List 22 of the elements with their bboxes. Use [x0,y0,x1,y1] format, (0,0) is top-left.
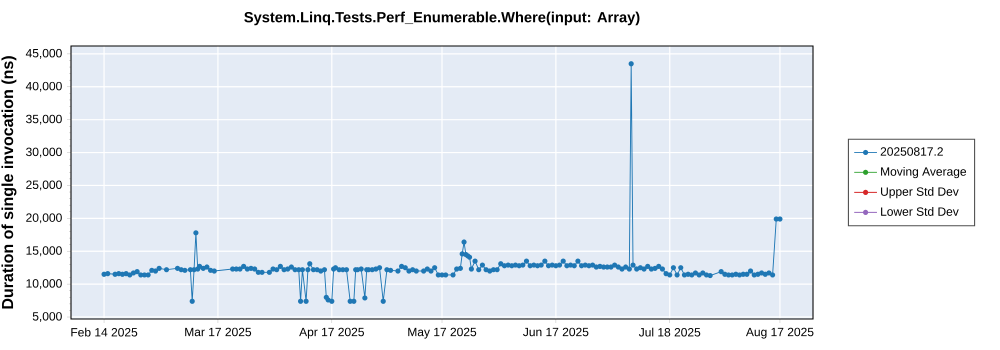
legend-label: Lower Std Dev [881,207,959,216]
legend-label: 20250817.2 [880,147,943,156]
y-tick-label: 20,000 [26,213,62,224]
y-tick-label: 45,000 [26,48,62,59]
y-axis-title: Duration of single invocation (ns) [1,56,16,309]
legend-label: Moving Average [881,166,966,178]
legend-label: Upper Std Dev [881,187,959,198]
chart-title: System.Linq.Tests.Perf_Enumerable.Where(input: Array) [244,12,640,26]
x-tick-label: Aug 17 2025 [746,328,814,339]
y-tick-label: 15,000 [26,246,62,256]
y-tick-label: 40,000 [26,82,62,92]
y-tick-label: 25,000 [26,180,62,190]
x-tick-label: Jun 17 2025 [523,328,588,336]
y-tick-label: 5,000 [32,312,62,322]
x-tick-label: Mar 17 2025 [185,328,252,336]
x-tick-label: May 17 2025 [408,328,476,339]
x-tick-label: Feb 14 2025 [71,328,138,337]
y-tick-label: 35,000 [26,114,62,125]
y-tick-label: 10,000 [26,279,62,290]
x-tick-label: Jul 18 2025 [638,328,700,337]
y-tick-label: 30,000 [26,148,62,158]
x-tick-label: Apr 17 2025 [299,328,364,339]
